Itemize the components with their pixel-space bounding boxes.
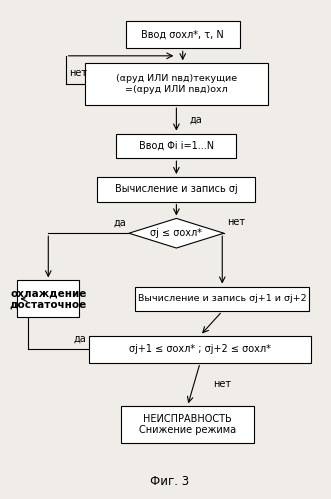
Text: да: да (189, 114, 202, 124)
FancyBboxPatch shape (135, 286, 309, 311)
Text: Вычисление и запись σj: Вычисление и запись σj (115, 184, 238, 194)
Text: да: да (113, 217, 126, 228)
FancyBboxPatch shape (97, 177, 256, 202)
FancyBboxPatch shape (126, 21, 240, 48)
Text: нет: нет (213, 379, 231, 389)
Text: σj ≤ σохл*: σj ≤ σохл* (150, 228, 202, 238)
Text: Ввод σохл*, τ, N: Ввод σохл*, τ, N (141, 30, 224, 40)
Text: нет: нет (227, 217, 245, 228)
FancyBboxPatch shape (85, 63, 268, 105)
Text: да: да (73, 333, 86, 343)
Text: нет: нет (69, 68, 87, 78)
Text: Вычисление и запись σj+1 и σj+2: Вычисление и запись σj+1 и σj+2 (138, 294, 307, 303)
Text: Фиг. 3: Фиг. 3 (151, 475, 190, 488)
Text: σj+1 ≤ σохл* ; σj+2 ≤ σохл*: σj+1 ≤ σохл* ; σj+2 ≤ σохл* (129, 344, 271, 354)
Text: Ввод Φi i=1...N: Ввод Φi i=1...N (139, 141, 214, 151)
FancyBboxPatch shape (116, 134, 236, 158)
Text: НЕИСПРАВНОСТЬ
Снижение режима: НЕИСПРАВНОСТЬ Снижение режима (139, 414, 236, 436)
Text: охлаждение
достаточное: охлаждение достаточное (10, 288, 87, 310)
Text: (αруд ИЛИ nвд)текущие
=(αруд ИЛИ nвд)охл: (αруд ИЛИ nвд)текущие =(αруд ИЛИ nвд)охл (116, 74, 237, 94)
FancyBboxPatch shape (89, 336, 311, 363)
Polygon shape (129, 219, 224, 248)
FancyBboxPatch shape (121, 406, 254, 443)
FancyBboxPatch shape (18, 280, 79, 317)
